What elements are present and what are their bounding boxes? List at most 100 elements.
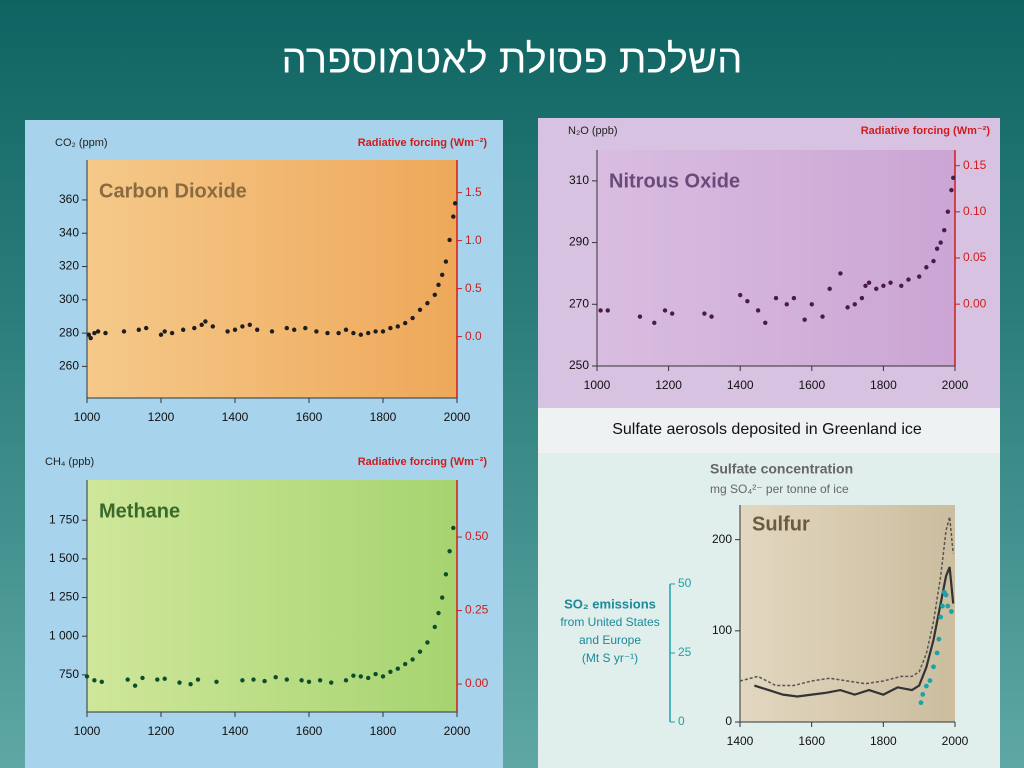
y-tick-label: 200 bbox=[712, 532, 732, 546]
data-point bbox=[132, 683, 138, 688]
y2-axis-label: Radiative forcing (Wm⁻²) bbox=[358, 456, 488, 468]
slide-title: השלכת פסולת לאטמוספרה bbox=[282, 38, 743, 82]
data-point bbox=[859, 295, 865, 301]
y2-axis-label: (Mt S yr⁻¹) bbox=[582, 651, 638, 665]
data-point bbox=[451, 214, 456, 219]
data-point bbox=[755, 308, 761, 313]
y2-tick-label: 0 bbox=[678, 714, 685, 728]
x-tick-label: 1200 bbox=[148, 410, 175, 424]
data-point bbox=[410, 657, 415, 662]
data-point bbox=[934, 650, 940, 656]
y-tick-label: 750 bbox=[59, 667, 79, 681]
plot-area bbox=[87, 160, 457, 398]
data-point bbox=[945, 209, 951, 214]
data-point bbox=[343, 678, 349, 683]
y-tick-label: 340 bbox=[59, 225, 79, 239]
y-tick-label: 280 bbox=[59, 325, 79, 339]
y-tick-label: 250 bbox=[569, 358, 589, 372]
data-point bbox=[923, 683, 929, 689]
plot-area bbox=[740, 505, 955, 722]
data-point bbox=[329, 680, 334, 685]
data-point bbox=[924, 265, 929, 270]
data-point bbox=[852, 302, 857, 307]
data-point bbox=[299, 678, 304, 683]
data-point bbox=[303, 325, 308, 331]
data-point bbox=[425, 300, 430, 306]
x-tick-label: 1800 bbox=[370, 410, 397, 424]
x-tick-label: 1000 bbox=[74, 410, 101, 424]
data-point bbox=[343, 327, 349, 332]
data-point bbox=[432, 292, 437, 298]
data-point bbox=[195, 677, 201, 682]
data-point bbox=[945, 603, 951, 609]
y-axis-label: CH₄ (ppb) bbox=[45, 456, 94, 468]
data-point bbox=[86, 332, 92, 337]
data-point bbox=[773, 295, 779, 301]
plot-area bbox=[597, 150, 955, 366]
data-point bbox=[177, 680, 182, 685]
data-point bbox=[140, 675, 145, 681]
data-point bbox=[927, 678, 933, 683]
data-point bbox=[255, 327, 260, 332]
x-tick-label: 1600 bbox=[296, 724, 323, 738]
data-point bbox=[938, 614, 944, 620]
y2-axis-label: Radiative forcing (Wm⁻²) bbox=[358, 137, 488, 149]
y2-tick-label: 0.00 bbox=[465, 676, 489, 690]
data-point bbox=[136, 327, 141, 332]
y2-tick-label: 0.25 bbox=[465, 603, 489, 617]
heading-band bbox=[538, 408, 1000, 453]
data-point bbox=[203, 319, 208, 324]
data-line bbox=[739, 516, 954, 687]
data-point bbox=[598, 308, 603, 313]
data-point bbox=[273, 675, 278, 680]
y-tick-label: 0 bbox=[725, 714, 732, 728]
x-tick-label: 2000 bbox=[942, 378, 969, 392]
y2-tick-label: 25 bbox=[678, 645, 692, 659]
data-point bbox=[918, 700, 924, 706]
y-axis-label: Sulfate concentration bbox=[710, 461, 853, 477]
data-point bbox=[917, 274, 922, 279]
data-point bbox=[395, 324, 400, 329]
y2-axis-label: Radiative forcing (Wm⁻²) bbox=[861, 125, 991, 137]
data-point bbox=[366, 675, 371, 681]
data-point bbox=[702, 311, 707, 316]
data-point bbox=[425, 640, 430, 645]
data-point bbox=[240, 678, 245, 683]
data-point bbox=[931, 664, 936, 670]
data-point bbox=[809, 302, 814, 307]
data-point bbox=[949, 609, 954, 614]
plot-title: Nitrous Oxide bbox=[609, 170, 740, 192]
data-point bbox=[358, 332, 363, 337]
data-point bbox=[662, 308, 668, 313]
data-point bbox=[306, 679, 312, 685]
data-point bbox=[314, 329, 319, 334]
data-point bbox=[144, 325, 149, 331]
data-point bbox=[784, 302, 789, 307]
y-axis-sublabel: mg SO₄²⁻ per tonne of ice bbox=[710, 482, 849, 496]
data-point bbox=[169, 330, 175, 336]
data-point bbox=[791, 295, 797, 301]
data-point bbox=[447, 237, 452, 243]
data-point bbox=[447, 548, 452, 554]
x-tick-label: 2000 bbox=[444, 410, 471, 424]
y2-tick-label: 0.10 bbox=[963, 204, 987, 218]
data-point bbox=[317, 678, 323, 683]
data-point bbox=[380, 674, 386, 679]
x-tick-label: 2000 bbox=[942, 734, 969, 748]
data-point bbox=[351, 330, 356, 336]
data-point bbox=[443, 259, 449, 264]
data-point bbox=[931, 258, 936, 264]
x-tick-label: 1800 bbox=[370, 724, 397, 738]
data-point bbox=[214, 679, 219, 685]
data-point bbox=[432, 624, 437, 630]
data-point bbox=[284, 677, 289, 682]
data-point bbox=[232, 327, 238, 332]
data-point bbox=[84, 674, 90, 679]
data-point bbox=[934, 246, 940, 251]
data-point bbox=[403, 320, 408, 326]
y-tick-label: 1 000 bbox=[49, 628, 79, 642]
y2-tick-label: 1.0 bbox=[465, 233, 482, 247]
x-tick-label: 1400 bbox=[727, 734, 754, 748]
x-tick-label: 1000 bbox=[74, 724, 101, 738]
